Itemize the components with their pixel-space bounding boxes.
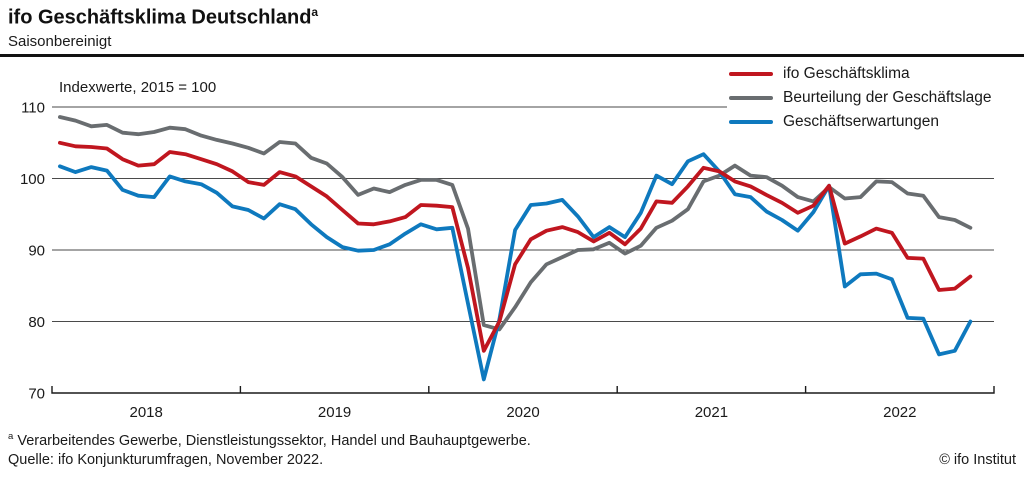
y-axis-label-90: 90	[28, 243, 45, 260]
footnote-text: Verarbeitendes Gewerbe, Dienstleistungss…	[13, 432, 531, 449]
page-title-text: ifo Geschäftsklima Deutschland	[8, 6, 312, 29]
line-gesch-ftserwartungen	[58, 152, 973, 382]
x-axis-label-2020: 2020	[506, 404, 539, 421]
chart-footnote: a Verarbeitendes Gewerbe, Dienstleistung…	[8, 431, 531, 449]
y-axis-label-100: 100	[20, 171, 45, 188]
x-axis-label-2021: 2021	[695, 404, 728, 421]
x-axis-label-2022: 2022	[883, 404, 916, 421]
legend-swatch-geschaeftserwartungen	[729, 119, 773, 125]
chart-annotation: Indexwerte, 2015 = 100	[59, 79, 217, 96]
legend-item-geschaeftserwartungen: Geschäftserwartungen	[729, 112, 992, 132]
footnote-superscript: a	[8, 431, 14, 442]
legend-item-geschaeftslage: Beurteilung der Geschäftslage	[729, 88, 992, 108]
x-axis-label-2018: 2018	[130, 404, 163, 421]
legend-label-geschaeftserwartungen: Geschäftserwartungen	[783, 113, 939, 130]
legend-item-geschaeftsklima: ifo Geschäftsklima	[729, 64, 992, 84]
page-title-superscript: a	[311, 5, 319, 19]
legend-label-geschaeftslage: Beurteilung der Geschäftslage	[783, 89, 992, 106]
chart-legend: ifo Geschäftsklima Beurteilung der Gesch…	[727, 62, 998, 136]
page-subtitle: Saisonbereinigt	[8, 33, 112, 50]
x-axis	[51, 386, 995, 394]
legend-swatch-geschaeftsklima	[729, 71, 773, 77]
line-ifo-gesch-ftsklima	[58, 140, 973, 353]
legend-label-geschaeftsklima: ifo Geschäftsklima	[783, 65, 910, 82]
page-title: ifo Geschäftsklima Deutschlanda	[8, 5, 318, 30]
x-axis-label-2019: 2019	[318, 404, 351, 421]
legend-swatch-geschaeftslage	[729, 95, 773, 101]
copyright-note: © ifo Institut	[939, 452, 1016, 468]
y-axis-label-70: 70	[28, 386, 45, 403]
header-divider	[0, 54, 1024, 57]
y-axis-label-110: 110	[21, 100, 45, 117]
y-axis-label-80: 80	[28, 314, 45, 331]
source-note: Quelle: ifo Konjunkturumfragen, November…	[8, 452, 324, 468]
